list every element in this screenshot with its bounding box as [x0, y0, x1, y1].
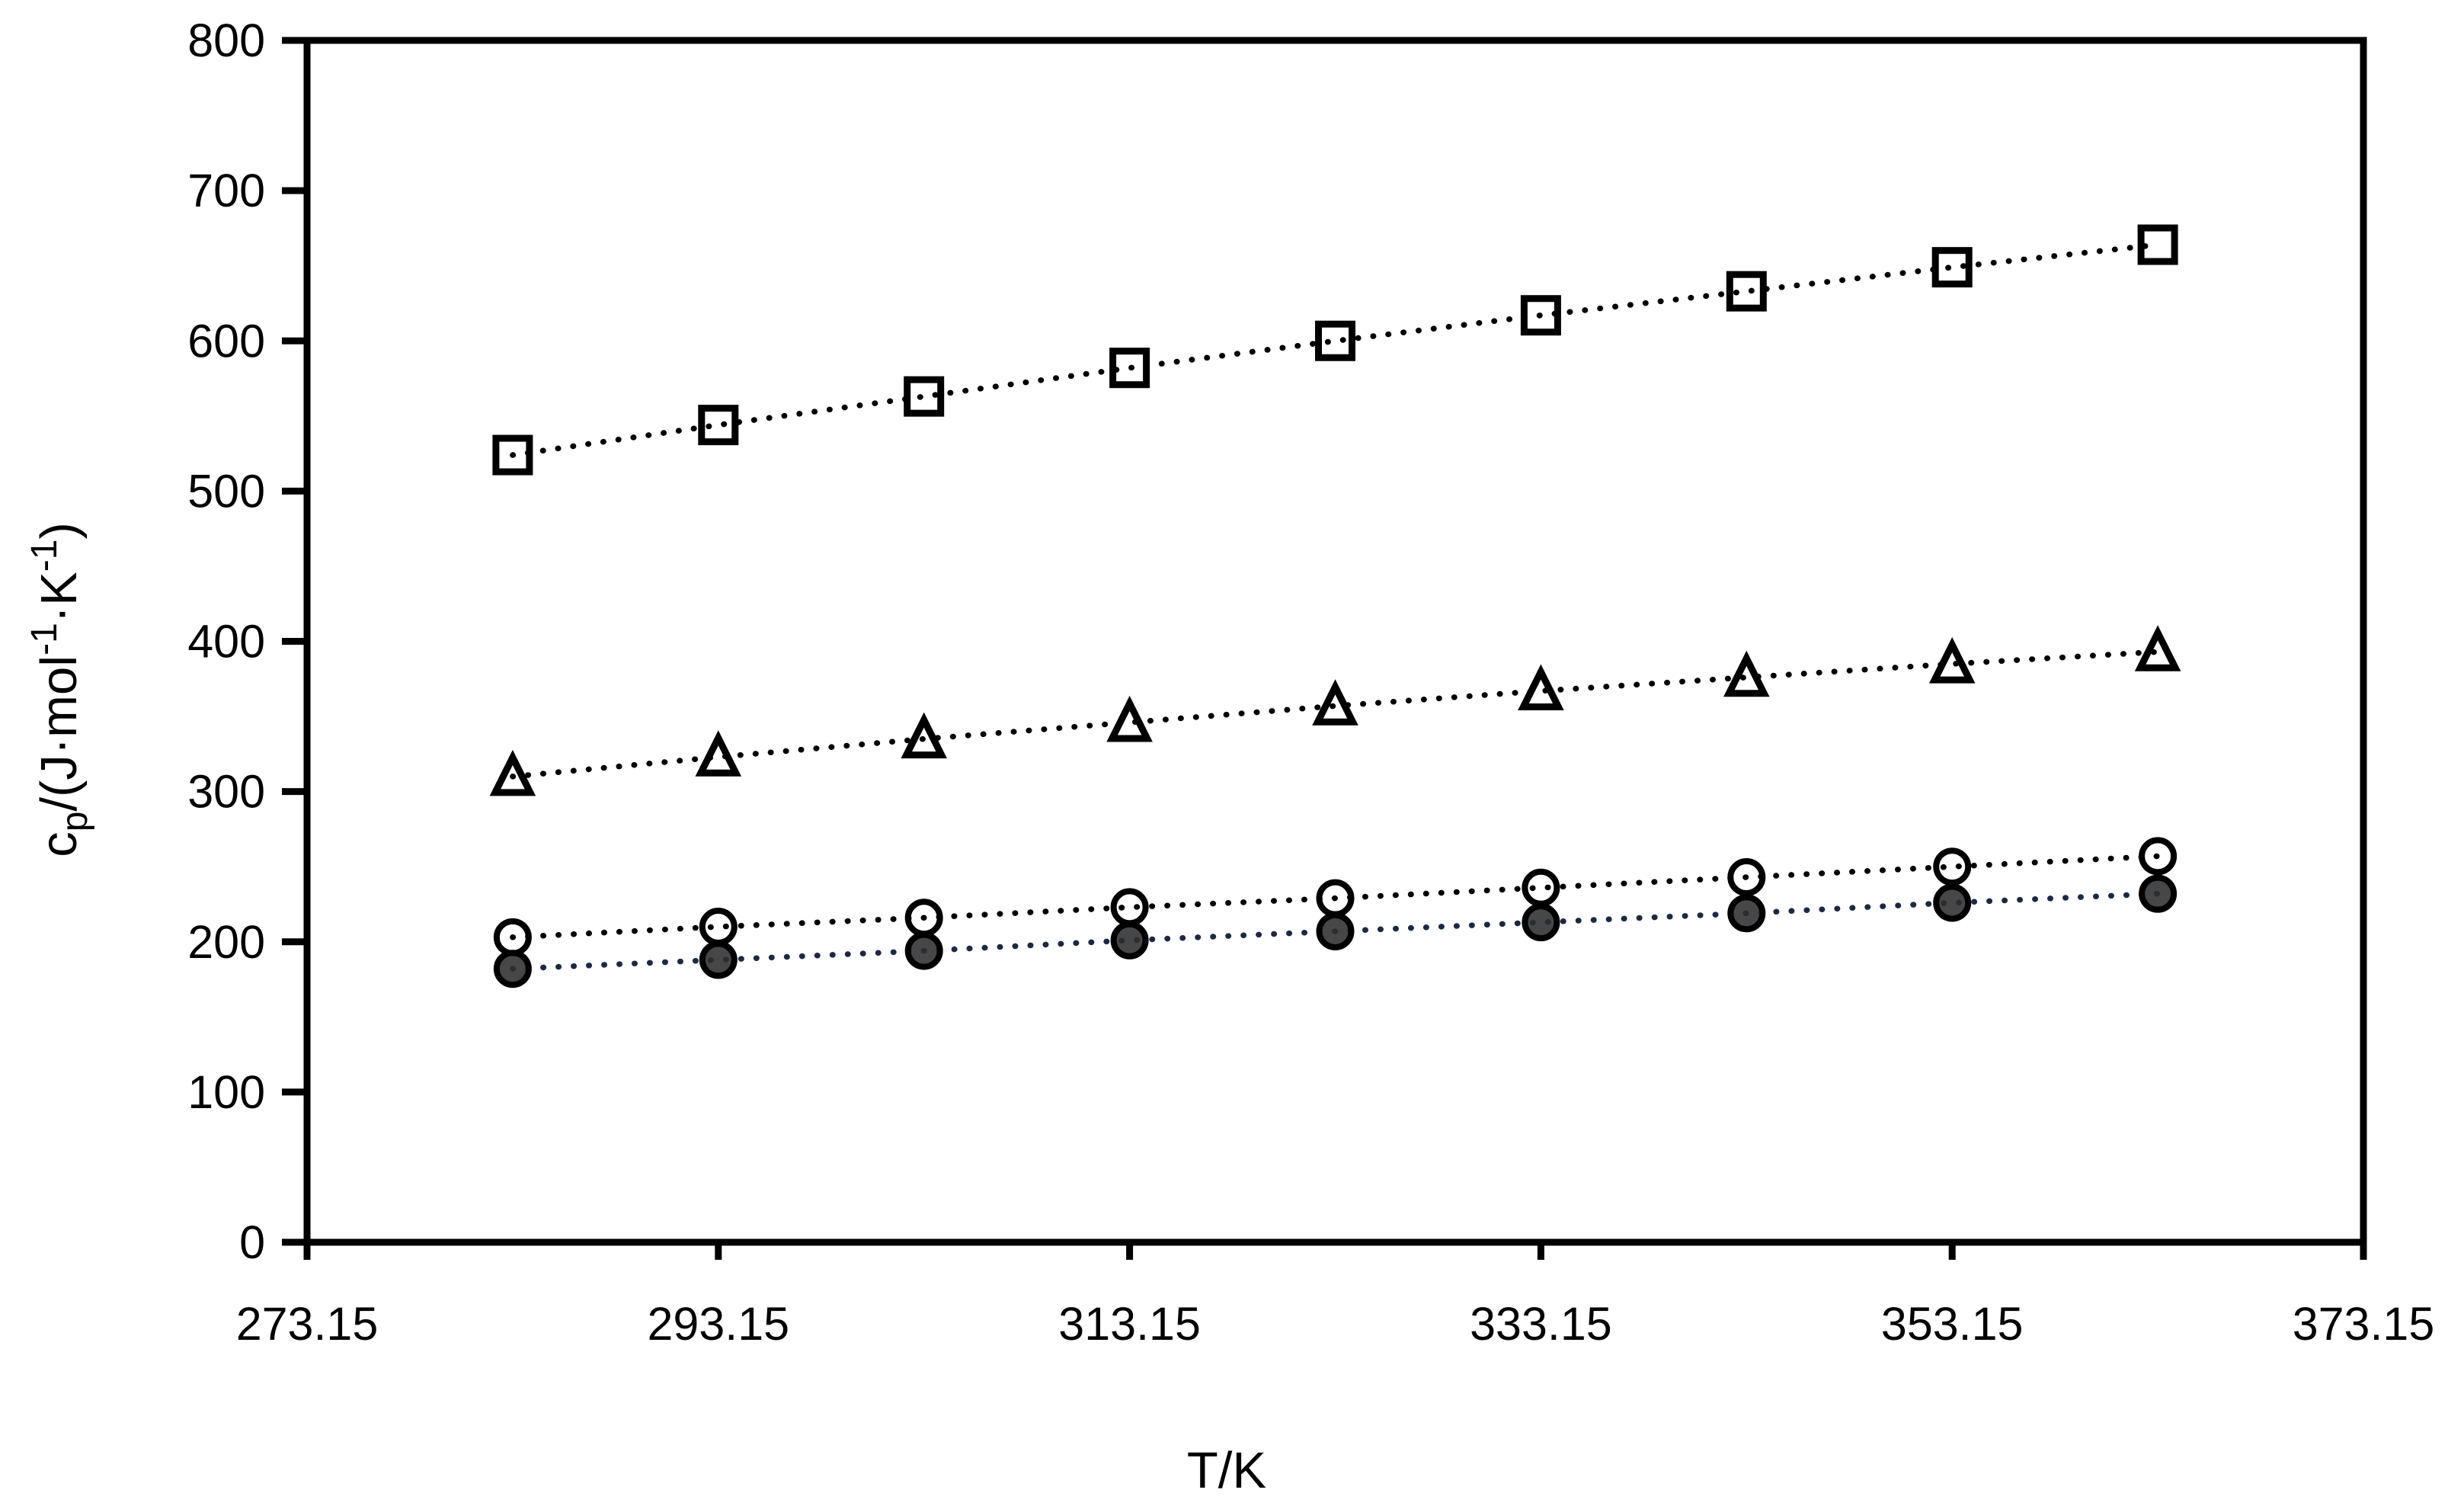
marker-filled-circles [2139, 874, 2178, 913]
y-tick-label: 600 [187, 315, 265, 367]
marker-filled-circles [904, 931, 943, 970]
marker-open-circles [2139, 837, 2178, 876]
plot-frame [303, 37, 2367, 1246]
y-tick-label: 0 [239, 1216, 265, 1268]
marker-open-circles [1933, 847, 1972, 886]
marker-open-circles [1110, 888, 1149, 927]
marker-open-triangles [901, 712, 947, 759]
marker-open-squares [904, 376, 945, 417]
marker-open-triangles [1106, 695, 1153, 742]
marker-open-triangles [1518, 664, 1564, 711]
marker-filled-circles [1727, 894, 1766, 933]
x-tick-label: 313.15 [1058, 1298, 1201, 1350]
marker-open-triangles [1723, 650, 1770, 697]
x-axis-title: T/K [1187, 1442, 1266, 1499]
marker-open-circles [1727, 857, 1766, 896]
x-tick-label: 373.15 [2293, 1298, 2435, 1350]
y-tick-label: 100 [187, 1066, 265, 1118]
marker-open-triangles [1928, 637, 1976, 684]
y-tick-label: 800 [187, 14, 265, 66]
y-axis-title-part: ) [30, 522, 88, 539]
marker-open-squares [698, 405, 739, 446]
x-tick-label: 333.15 [1470, 1298, 1612, 1350]
marker-filled-circles [699, 940, 738, 979]
y-axis-title-part: -1 [24, 623, 65, 655]
marker-filled-circles [1110, 921, 1149, 960]
y-axis-title: cp/(J·mol-1·K-1) [24, 522, 95, 857]
marker-filled-circles [493, 950, 532, 988]
y-axis-title-part: ·K [30, 572, 88, 623]
y-tick-label: 300 [187, 766, 265, 818]
marker-open-triangles [2134, 625, 2181, 671]
y-tick-label: 500 [187, 465, 265, 517]
y-axis-title-part: /(J·mol [30, 655, 88, 812]
x-tick-label: 273.15 [236, 1298, 379, 1350]
x-tick-label: 293.15 [648, 1298, 790, 1350]
line-open-squares [510, 242, 2161, 458]
marker-open-squares [1931, 247, 1973, 288]
y-tick-label: 200 [187, 916, 265, 968]
plot-area: 0 100 200 300 400 500 600 700 800 273.15 293.15 313… [187, 14, 2434, 1350]
marker-open-triangles [489, 749, 536, 796]
marker-open-squares [1109, 348, 1150, 389]
marker-open-squares [2137, 224, 2178, 265]
y-tick-label: 700 [187, 165, 265, 216]
line-open-circles [510, 853, 2161, 940]
marker-filled-circles [1933, 883, 1972, 922]
marker-filled-circles [1522, 903, 1560, 942]
marker-open-squares [492, 434, 533, 476]
marker-open-circles [699, 908, 738, 947]
marker-open-squares [1520, 295, 1561, 336]
y-axis-title-part: p [55, 812, 95, 832]
marker-open-squares [1315, 320, 1355, 361]
y-tick-label: 400 [187, 616, 265, 668]
y-axis-title-part: c [30, 831, 88, 857]
line-open-triangles [510, 649, 2161, 780]
y-axis-title-part: -1 [24, 540, 65, 572]
marker-open-triangles [695, 730, 742, 777]
x-tick-label: 353.15 [1881, 1298, 2024, 1350]
marker-open-triangles [1312, 679, 1358, 726]
marker-filled-circles [1316, 911, 1355, 950]
marker-open-squares [1726, 271, 1767, 312]
